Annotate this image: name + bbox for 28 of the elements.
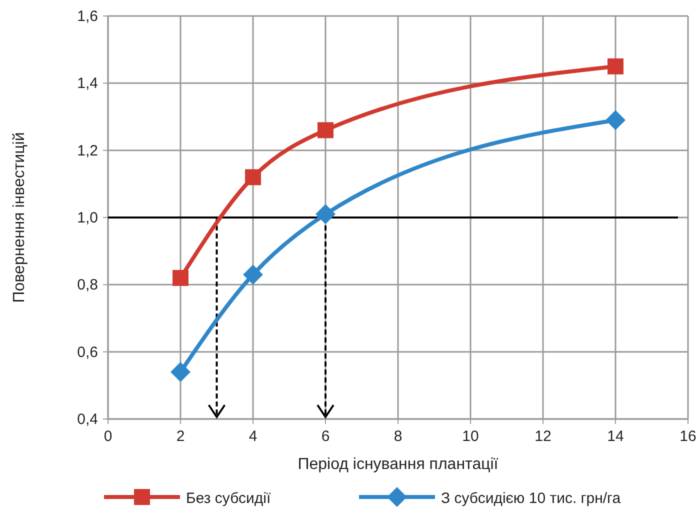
x-tick-label: 0 — [104, 428, 112, 445]
y-tick-label: 1,4 — [77, 75, 98, 92]
x-axis-title: Період існування плантації — [298, 456, 499, 473]
point — [170, 362, 190, 382]
y-tick-label: 0,6 — [77, 344, 98, 361]
point — [172, 270, 188, 286]
y-axis-title: Повернення інвестицій — [11, 132, 28, 303]
point — [243, 264, 263, 285]
x-tick-label: 14 — [607, 428, 624, 445]
y-tick-label: 0,4 — [77, 411, 98, 428]
point — [316, 204, 336, 224]
legend-label: З субсидією 10 тис. грн/га — [441, 490, 622, 507]
point — [245, 169, 261, 186]
y-tick-label: 1,2 — [77, 142, 98, 160]
legend-label: Без субсидії — [186, 490, 272, 507]
point — [606, 110, 626, 130]
x-tick-label: 2 — [176, 428, 185, 445]
y-tick-label: 1,6 — [77, 8, 98, 25]
x-tick-label: 6 — [321, 428, 330, 445]
x-tick-label: 4 — [248, 428, 258, 445]
y-tick-label: 1,0 — [77, 210, 98, 226]
x-tick-label: 16 — [680, 428, 696, 445]
point — [318, 122, 334, 138]
y-tick-label: 0,8 — [77, 276, 98, 294]
point — [608, 58, 624, 74]
x-tick-label: 10 — [462, 428, 479, 445]
x-tick-label: 12 — [534, 428, 552, 445]
x-tick-label: 8 — [394, 428, 402, 445]
